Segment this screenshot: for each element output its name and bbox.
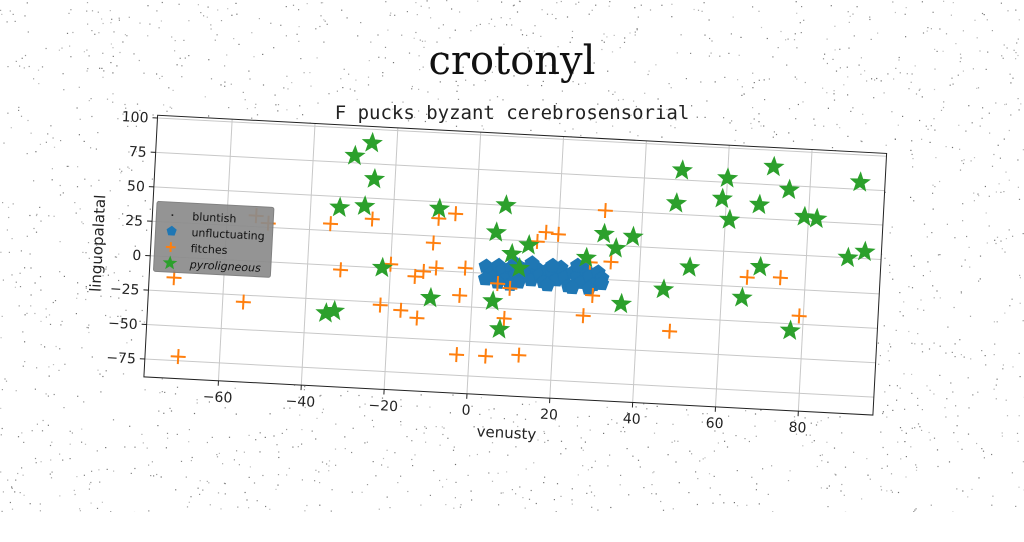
y-tick-label: −50: [108, 316, 138, 334]
y-axis-label: linguopalatal: [86, 194, 109, 292]
x-tick-label: 60: [705, 415, 724, 432]
x-tick-label: −60: [202, 389, 232, 407]
x-tick-label: −20: [368, 398, 398, 416]
x-tick-label: 40: [622, 411, 641, 428]
y-tick-label: 25: [125, 213, 144, 230]
legend-label: fitches: [190, 242, 228, 257]
y-tick-label: 75: [128, 144, 147, 161]
x-tick-label: 20: [540, 407, 559, 424]
x-axis-label: venusty: [476, 422, 537, 443]
x-tick-label: 0: [461, 403, 471, 419]
y-tick-label: 0: [132, 248, 142, 264]
y-tick-label: −25: [109, 281, 139, 299]
y-tick-label: 100: [121, 109, 149, 126]
x-tick-label: 80: [788, 420, 807, 437]
y-tick-label: 50: [127, 178, 146, 195]
x-tick-label: −40: [285, 393, 315, 411]
legend-marker-bluntish: [172, 214, 174, 216]
legend-label: bluntish: [192, 210, 237, 225]
y-tick-label: −75: [106, 350, 136, 368]
